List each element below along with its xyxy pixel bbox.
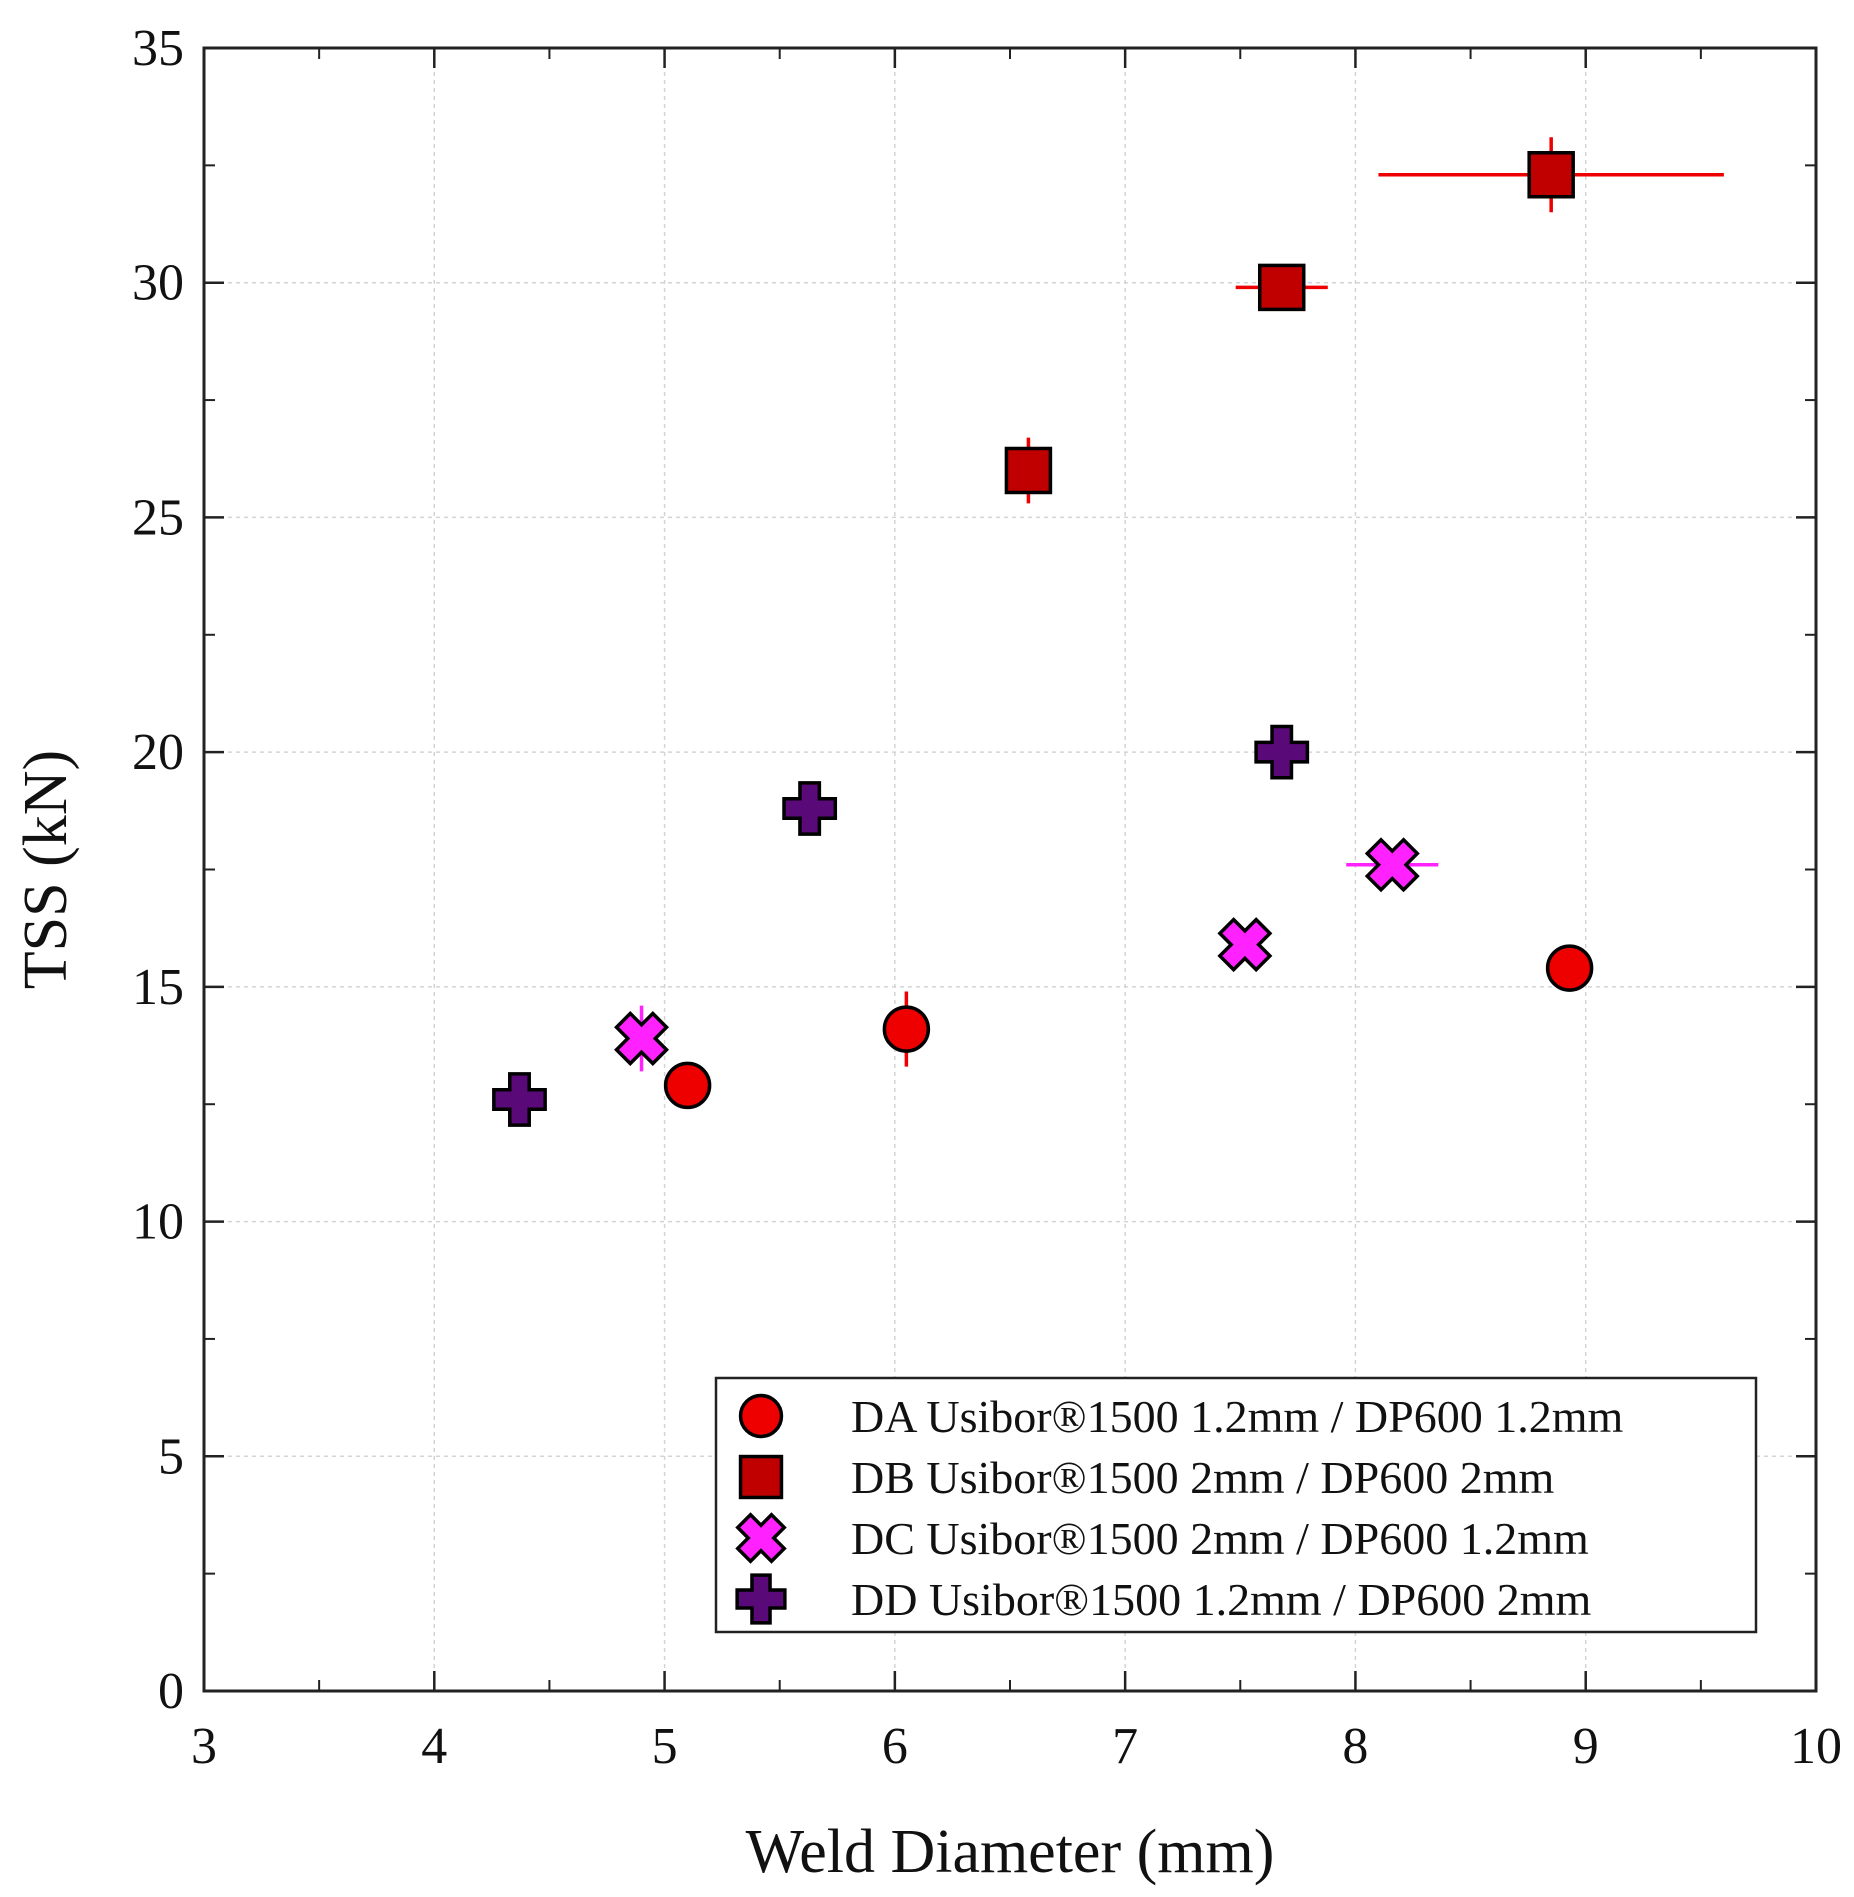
x-tick-labels: 3 4 5 6 7 8 9 10 — [191, 1718, 1842, 1775]
data-point-square — [1004, 446, 1053, 495]
circle-marker — [882, 1005, 931, 1053]
data-point-square — [1257, 263, 1306, 312]
data-point-x — [1217, 917, 1273, 973]
plus-marker — [492, 1072, 547, 1127]
square-marker — [1004, 446, 1053, 495]
legend-label: DD Usibor®1500 1.2mm / DP600 2mm — [851, 1574, 1592, 1625]
legend-entry: DA Usibor®1500 1.2mm / DP600 1.2mm — [738, 1391, 1623, 1442]
y-tick-label: 30 — [132, 255, 184, 312]
square-marker — [1257, 263, 1306, 312]
error-bars — [639, 137, 1724, 1072]
x-tick-label: 10 — [1790, 1718, 1842, 1775]
y-tick-labels: 0 5 10 15 20 25 30 35 — [132, 20, 184, 1720]
x-marker — [1364, 837, 1420, 893]
data-point-plus — [1254, 724, 1310, 780]
legend-entry: DD Usibor®1500 1.2mm / DP600 2mm — [735, 1573, 1592, 1625]
square-marker — [1527, 150, 1575, 199]
legend-marker — [738, 1393, 784, 1439]
legend-marker — [735, 1512, 787, 1564]
y-tick-label: 0 — [158, 1663, 184, 1720]
data-point-plus — [492, 1072, 547, 1127]
y-tick-label: 15 — [132, 959, 184, 1016]
data-point-x — [614, 1011, 670, 1066]
plot-frame — [202, 46, 1818, 1693]
y-tick-label: 10 — [132, 1194, 184, 1251]
x-tick-label: 6 — [882, 1718, 908, 1775]
x-tick-label: 4 — [421, 1718, 447, 1775]
square-marker — [738, 1454, 784, 1500]
legend: DA Usibor®1500 1.2mm / DP600 1.2mm DB Usi… — [714, 1376, 1758, 1634]
y-tick-label: 20 — [132, 724, 184, 781]
plus-marker — [782, 781, 838, 836]
y-tick-label: 5 — [158, 1428, 184, 1485]
legend-label: DC Usibor®1500 2mm / DP600 1.2mm — [851, 1513, 1589, 1564]
legend-entry: DB Usibor®1500 2mm / DP600 2mm — [738, 1452, 1554, 1503]
x-axis-title: Weld Diameter (mm) — [746, 1818, 1275, 1886]
x-tick-label: 3 — [191, 1718, 217, 1775]
plus-marker — [1254, 724, 1310, 780]
data-point-circle — [1545, 944, 1594, 992]
minor-ticks — [204, 48, 1816, 1691]
legend-label: DB Usibor®1500 2mm / DP600 2mm — [851, 1452, 1554, 1503]
data-point-circle — [663, 1061, 712, 1110]
legend-entry: DC Usibor®1500 2mm / DP600 1.2mm — [735, 1512, 1589, 1564]
data-point-square — [1527, 150, 1575, 199]
y-axis-title: TSS (kN) — [12, 750, 80, 989]
x-marker — [1217, 917, 1273, 973]
legend-label: DA Usibor®1500 1.2mm / DP600 1.2mm — [851, 1391, 1623, 1442]
circle-marker — [738, 1393, 784, 1439]
legend-marker — [738, 1454, 784, 1500]
circle-marker — [663, 1061, 712, 1110]
data-point-circle — [882, 1005, 931, 1053]
legend-marker — [735, 1573, 787, 1625]
x-tick-label: 5 — [652, 1718, 678, 1775]
data-point-x — [1364, 837, 1420, 893]
x-marker — [614, 1011, 670, 1066]
plus-marker — [735, 1573, 787, 1625]
y-tick-label: 35 — [132, 20, 184, 77]
x-tick-label: 8 — [1342, 1718, 1368, 1775]
data-points — [492, 150, 1594, 1127]
x-marker — [735, 1512, 787, 1564]
x-tick-label: 9 — [1573, 1718, 1599, 1775]
y-tick-label: 25 — [132, 489, 184, 546]
data-point-plus — [782, 781, 838, 836]
circle-marker — [1545, 944, 1594, 992]
x-tick-label: 7 — [1112, 1718, 1138, 1775]
legend-box — [714, 1376, 1758, 1634]
